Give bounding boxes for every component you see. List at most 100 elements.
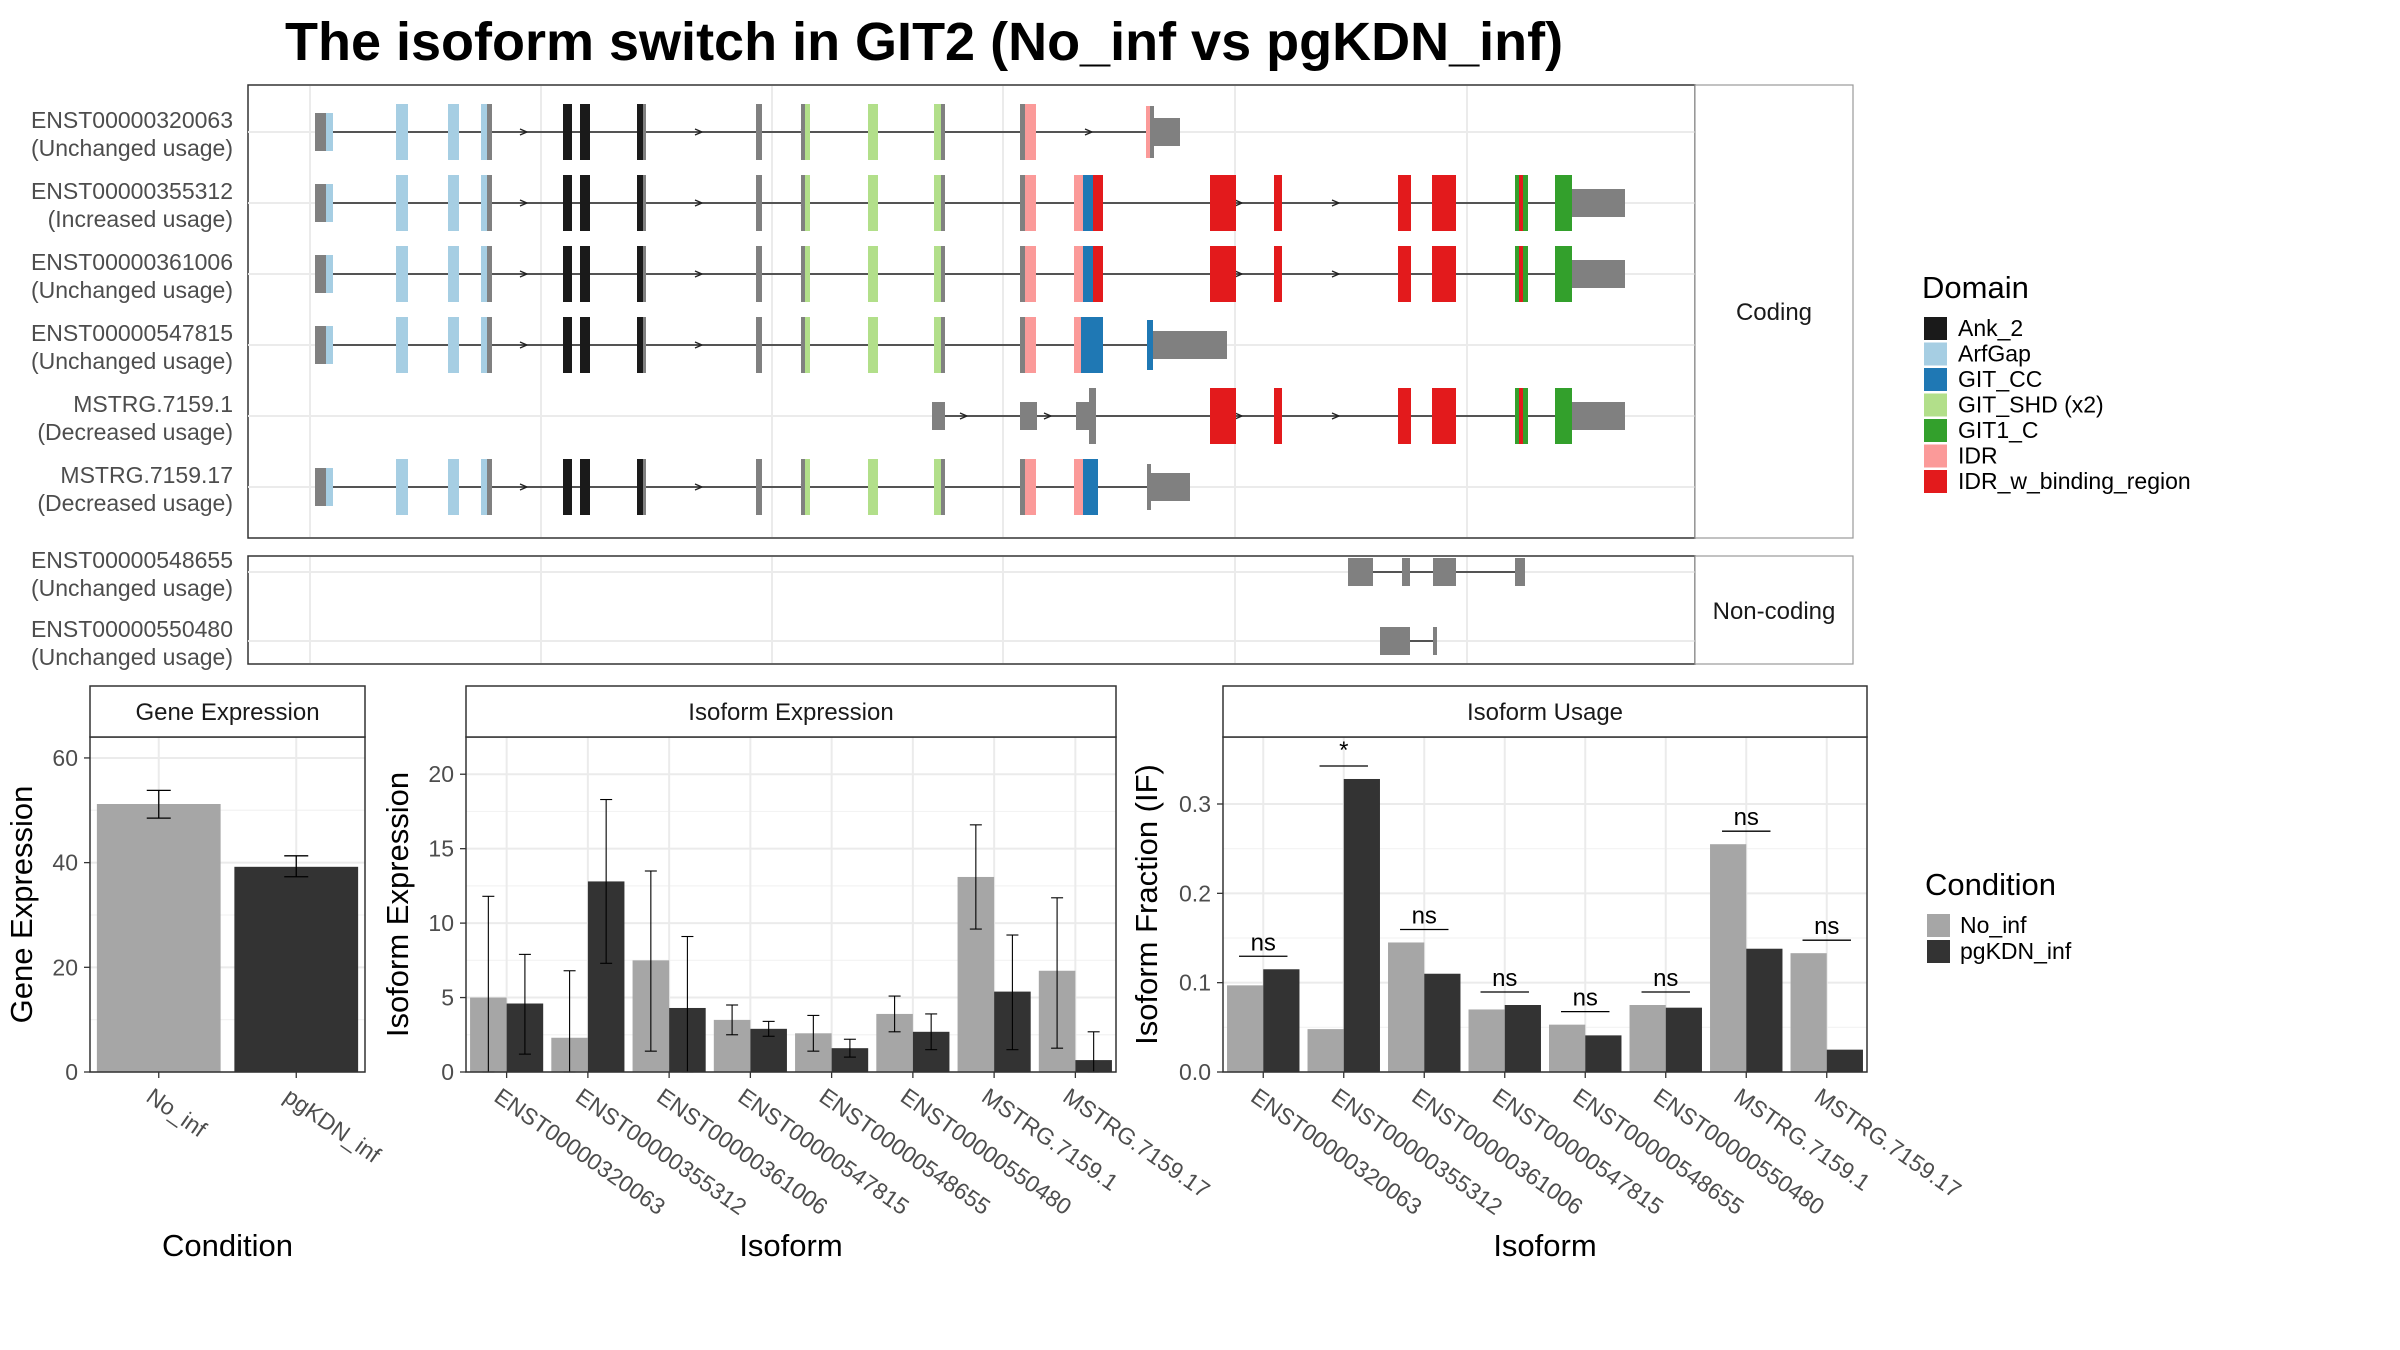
chart-strip-title: Isoform Usage — [1467, 699, 1623, 726]
legend-label: Ank_2 — [1958, 315, 2023, 341]
y-tick-label: 40 — [52, 850, 78, 876]
exon-domain-git-shd-x2- — [805, 459, 810, 515]
legend-key — [1924, 419, 1947, 442]
exon-domain-git-shd-x2- — [805, 317, 810, 373]
exon-domain-git-shd-x2- — [868, 104, 878, 160]
exon-utr — [1348, 558, 1373, 586]
exon-domain-ank-2 — [580, 246, 590, 302]
exon-utr — [487, 175, 492, 231]
exon-utr — [1433, 627, 1437, 655]
exon-domain-git-shd-x2- — [805, 246, 810, 302]
exon-domain-arfgap — [326, 113, 333, 151]
noncoding-strip — [1694, 555, 1854, 665]
exon-domain-arfgap — [396, 104, 408, 160]
x-axis-title: Isoform — [739, 1228, 842, 1263]
exon-domain-git-cc — [1083, 175, 1093, 231]
legend-label: No_inf — [1960, 912, 2027, 938]
y-tick-label: 5 — [441, 985, 454, 1011]
bar-No_inf — [1549, 1024, 1586, 1072]
bar — [234, 866, 359, 1072]
coding-panel-bg — [247, 84, 1696, 539]
exon-utr — [1150, 106, 1154, 158]
exon-utr — [1020, 104, 1025, 160]
transcript-label-id: ENST00000548655 — [31, 547, 233, 573]
direction-arrow — [694, 199, 704, 207]
exon-domain-idr-w-binding-region — [1432, 388, 1456, 444]
exon-domain-arfgap — [396, 459, 408, 515]
legend-label: GIT_SHD (x2) — [1958, 392, 2104, 418]
exon-domain-arfgap — [481, 104, 487, 160]
domain-legend-title: Domain — [1922, 270, 2029, 305]
significance-label: ns — [1814, 913, 1839, 940]
exon-domain-idr — [1074, 317, 1081, 373]
bar-pgKDN_inf — [1263, 969, 1300, 1072]
bar-No_inf — [1790, 953, 1827, 1072]
y-tick-label: 20 — [52, 954, 78, 980]
exon-utr — [487, 459, 492, 515]
direction-arrow — [1234, 270, 1244, 278]
exon-domain-ank-2 — [580, 459, 590, 515]
exon-utr — [1572, 189, 1625, 217]
legend-label: ArfGap — [1958, 341, 2031, 367]
exon-domain-arfgap — [448, 246, 459, 302]
exon-domain-git-shd-x2- — [868, 175, 878, 231]
figure-title: The isoform switch in GIT2 (No_inf vs pg… — [285, 12, 1563, 72]
exon-utr — [1076, 402, 1089, 430]
exon-domain-git-shd-x2- — [934, 104, 941, 160]
exon-domain-idr-w-binding-region — [1398, 388, 1411, 444]
coding-strip-label: Coding — [1736, 299, 1812, 326]
bar-No_inf — [1388, 942, 1425, 1072]
exon-domain-git1-c — [1515, 175, 1519, 231]
exon-utr — [643, 317, 646, 373]
x-tick-label: pgKDN_inf — [279, 1083, 386, 1168]
exon-domain-idr-w-binding-region — [1432, 246, 1456, 302]
transcript-label-id: ENST00000320063 — [31, 107, 233, 133]
significance-label: ns — [1412, 902, 1437, 929]
exon-domain-git1-c — [1523, 246, 1528, 302]
exon-utr — [932, 402, 945, 430]
exon-domain-git-shd-x2- — [805, 175, 810, 231]
transcript-label-usage: (Unchanged usage) — [31, 135, 233, 161]
exon-utr — [1151, 473, 1190, 501]
exon-utr — [941, 104, 945, 160]
exon-utr — [1572, 260, 1625, 288]
exon-domain-ank-2 — [563, 104, 572, 160]
exon-utr — [487, 246, 492, 302]
direction-arrow — [519, 128, 529, 136]
exon-domain-idr-w-binding-region — [1519, 388, 1523, 444]
transcript-label-id: ENST00000361006 — [31, 249, 233, 275]
bar-pgKDN_inf — [1746, 948, 1783, 1072]
exon-utr — [643, 246, 646, 302]
legend-key — [1924, 470, 1947, 493]
x-axis-title: Isoform — [1493, 1228, 1596, 1263]
legend-key — [1924, 317, 1947, 340]
direction-arrow — [1234, 199, 1244, 207]
exon-utr — [941, 459, 945, 515]
exon-domain-git-cc — [1083, 246, 1093, 302]
exon-domain-arfgap — [396, 317, 408, 373]
exon-domain-arfgap — [396, 246, 408, 302]
structure-coding-panel: Coding — [247, 84, 1854, 539]
bar-pgKDN_inf — [1585, 1035, 1622, 1072]
exon-domain-ank-2 — [637, 104, 643, 160]
bar-pgKDN_inf — [1826, 1049, 1863, 1072]
direction-arrow — [694, 270, 704, 278]
x-tick-label: MSTRG.7159.17 — [1059, 1083, 1215, 1203]
exon-domain-idr-w-binding-region — [1398, 246, 1411, 302]
exon-domain-idr-w-binding-region — [1274, 246, 1282, 302]
transcript-track-coding-2 — [315, 246, 1625, 302]
exon-utr — [1020, 459, 1025, 515]
transcript-track-coding-0 — [315, 104, 1180, 160]
legend-label: IDR — [1958, 443, 1998, 469]
exon-utr — [801, 104, 805, 160]
isoform-usage-chart: ns * ns ns ns ns ns ns Isoform Usage 0.0 0.1 0.2 0.3… — [1129, 685, 1966, 1263]
direction-arrow — [519, 341, 529, 349]
direction-arrow — [1043, 412, 1053, 420]
chart-strip-title: Isoform Expression — [688, 699, 893, 726]
exon-domain-ank-2 — [580, 104, 590, 160]
exon-domain-ank-2 — [563, 246, 572, 302]
transcript-label-usage: (Unchanged usage) — [31, 644, 233, 670]
